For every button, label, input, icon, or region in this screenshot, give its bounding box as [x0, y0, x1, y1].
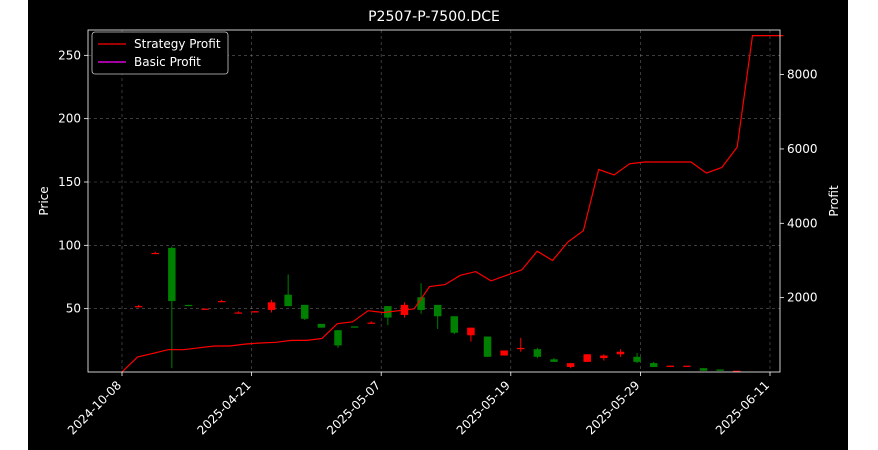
candle-body — [151, 252, 159, 255]
candle-body — [317, 323, 326, 328]
y2-tick-label: 2000 — [787, 291, 818, 305]
legend: Strategy Profit Basic Profit — [91, 31, 229, 75]
candle-body — [367, 322, 375, 324]
candle-body — [683, 365, 691, 367]
y2-axis-label: Profit — [827, 185, 841, 217]
candle-body — [217, 301, 226, 303]
profit-lines — [121, 34, 784, 373]
legend-strategy-label: Strategy Profit — [134, 37, 221, 51]
chart-title: P2507-P-7500.DCE — [368, 9, 500, 25]
candle-body — [566, 363, 575, 367]
candle-body — [251, 311, 259, 313]
legend-basic-label: Basic Profit — [134, 55, 201, 69]
candle-body — [483, 336, 492, 357]
candle-body — [500, 350, 508, 356]
candle-body — [301, 304, 309, 319]
figure-background — [28, 0, 848, 450]
y-tick-label: 200 — [58, 112, 81, 126]
candle-body — [433, 304, 442, 317]
strategy-profit-line — [121, 34, 784, 373]
candle-body — [600, 355, 608, 359]
candle-body — [234, 312, 243, 314]
candle-body — [517, 347, 525, 350]
y-axis-label: Price — [37, 186, 51, 215]
candle-body — [633, 356, 641, 362]
candle-body — [184, 304, 193, 307]
candle-body — [550, 359, 558, 362]
candle-body — [350, 326, 359, 328]
candle-body — [417, 297, 425, 310]
candle-body — [134, 306, 143, 308]
candle-body — [649, 363, 658, 367]
y-tick-label: 50 — [66, 302, 81, 316]
y-tick-label: 250 — [58, 48, 81, 62]
y-tick-label: 150 — [58, 175, 81, 189]
candle-body — [533, 349, 542, 357]
candle-body — [616, 351, 625, 355]
y2-tick-label: 4000 — [787, 216, 818, 230]
candle-body — [699, 368, 708, 371]
candle-body — [334, 330, 342, 346]
candle-body — [168, 247, 176, 302]
candle-body — [284, 294, 292, 307]
legend-box — [91, 31, 229, 75]
candle-body — [267, 302, 276, 310]
candle-body — [666, 365, 675, 367]
y2-tick-label: 8000 — [787, 68, 818, 82]
candle-body — [733, 370, 741, 372]
candle-body — [450, 316, 459, 333]
candle-body — [201, 308, 209, 310]
y-axis-left: 50 100 150 200 250 — [58, 48, 88, 316]
y-axis-right: 2000 4000 6000 8000 — [780, 68, 818, 305]
candle-body — [467, 327, 475, 336]
candle-body — [583, 354, 591, 362]
y-tick-label: 100 — [58, 238, 81, 252]
y2-tick-label: 6000 — [787, 142, 818, 156]
candle-body — [716, 369, 724, 371]
plot-area-frame — [87, 29, 781, 373]
